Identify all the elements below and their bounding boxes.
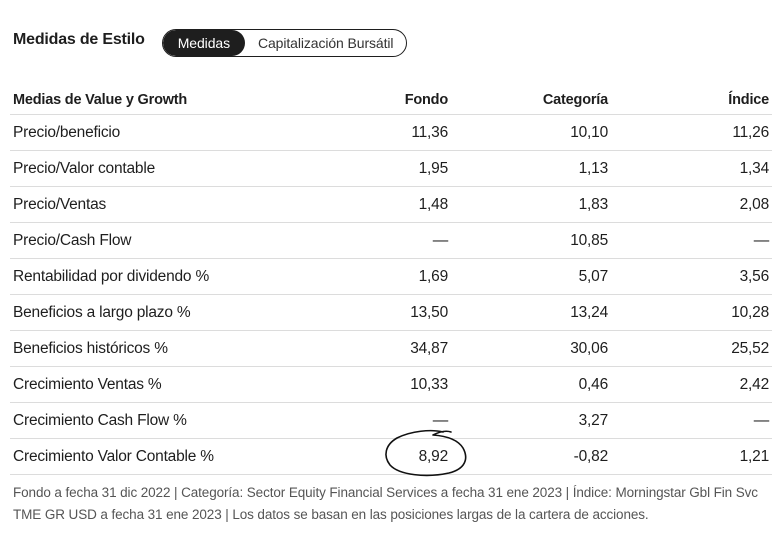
- style-measures-header: Medidas de Estilo Medidas Capitalización…: [13, 27, 408, 59]
- cell-categoria: 13,24: [451, 294, 611, 331]
- cell-indice: 1,34: [611, 150, 772, 187]
- row-label: Crecimiento Ventas %: [10, 366, 310, 403]
- cell-categoria: 5,07: [451, 258, 611, 295]
- cell-indice: —: [611, 402, 772, 439]
- cell-categoria: 10,85: [451, 222, 611, 259]
- cell-fondo: 1,48: [310, 186, 451, 223]
- value-growth-table: Medias de Value y Growth Fondo Categoría…: [10, 86, 772, 476]
- row-label: Crecimiento Valor Contable %: [10, 438, 310, 475]
- footnote: Fondo a fecha 31 dic 2022 | Categoría: S…: [13, 485, 758, 522]
- circled-value: 8,92: [384, 429, 467, 476]
- tab-capitalizacion-bursatil[interactable]: Capitalización Bursátil: [257, 35, 394, 51]
- cell-fondo: 1,69: [310, 258, 451, 295]
- cell-fondo-value: 8,92: [418, 447, 449, 465]
- row-label: Precio/Valor contable: [10, 150, 310, 187]
- row-label: Precio/Cash Flow: [10, 222, 310, 259]
- cell-categoria: 1,13: [451, 150, 611, 187]
- cell-fondo: 11,36: [310, 114, 451, 151]
- row-label: Precio/Ventas: [10, 186, 310, 223]
- table-row: Crecimiento Cash Flow % — 3,27 —: [10, 402, 772, 439]
- row-label: Crecimiento Cash Flow %: [10, 402, 310, 439]
- cell-fondo: 1,95: [310, 150, 451, 187]
- cell-indice: 3,56: [611, 258, 772, 295]
- view-toggle: Medidas Capitalización Bursátil: [161, 29, 408, 57]
- column-header-fondo: Fondo: [310, 86, 451, 115]
- cell-indice: 1,21: [611, 438, 772, 475]
- column-header-measure: Medias de Value y Growth: [10, 86, 310, 115]
- table-row: Precio/Ventas 1,48 1,83 2,08: [10, 186, 772, 223]
- cell-fondo: —: [310, 222, 451, 259]
- cell-categoria: 30,06: [451, 330, 611, 367]
- cell-fondo: 34,87: [310, 330, 451, 367]
- table-row: Crecimiento Ventas % 10,33 0,46 2,42: [10, 366, 772, 403]
- table-row: Precio/beneficio 11,36 10,10 11,26: [10, 114, 772, 151]
- cell-indice: 10,28: [611, 294, 772, 331]
- column-header-categoria: Categoría: [451, 86, 611, 115]
- row-label: Precio/beneficio: [10, 114, 310, 151]
- cell-indice: 2,08: [611, 186, 772, 223]
- column-header-indice: Índice: [611, 86, 772, 115]
- cell-indice: 2,42: [611, 366, 772, 403]
- cell-categoria: 10,10: [451, 114, 611, 151]
- cell-categoria: 3,27: [451, 402, 611, 439]
- cell-indice: 11,26: [611, 114, 772, 151]
- table-row: Rentabilidad por dividendo % 1,69 5,07 3…: [10, 258, 772, 295]
- cell-fondo: 8,92: [310, 429, 467, 476]
- table-row: Precio/Cash Flow — 10,85 —: [10, 222, 772, 259]
- cell-fondo: —: [310, 402, 451, 439]
- cell-categoria: 1,83: [451, 186, 611, 223]
- row-label: Beneficios históricos %: [10, 330, 310, 367]
- table-header-row: Medias de Value y Growth Fondo Categoría…: [10, 86, 772, 115]
- row-label: Beneficios a largo plazo %: [10, 294, 310, 331]
- cell-indice: 25,52: [611, 330, 772, 367]
- cell-fondo: 13,50: [310, 294, 451, 331]
- row-label: Rentabilidad por dividendo %: [10, 258, 310, 295]
- section-title: Medidas de Estilo: [13, 31, 145, 48]
- cell-fondo: 10,33: [310, 366, 451, 403]
- cell-categoria: 0,46: [451, 366, 611, 403]
- cell-categoria: -0,82: [451, 438, 611, 475]
- table-row: Beneficios históricos % 34,87 30,06 25,5…: [10, 330, 772, 367]
- cell-indice: —: [611, 222, 772, 259]
- table-row: Beneficios a largo plazo % 13,50 13,24 1…: [10, 294, 772, 331]
- table-row: Precio/Valor contable 1,95 1,13 1,34: [10, 150, 772, 187]
- table-row: Crecimiento Valor Contable % 8,92 -0,82 …: [10, 429, 772, 476]
- tab-medidas[interactable]: Medidas: [162, 30, 245, 56]
